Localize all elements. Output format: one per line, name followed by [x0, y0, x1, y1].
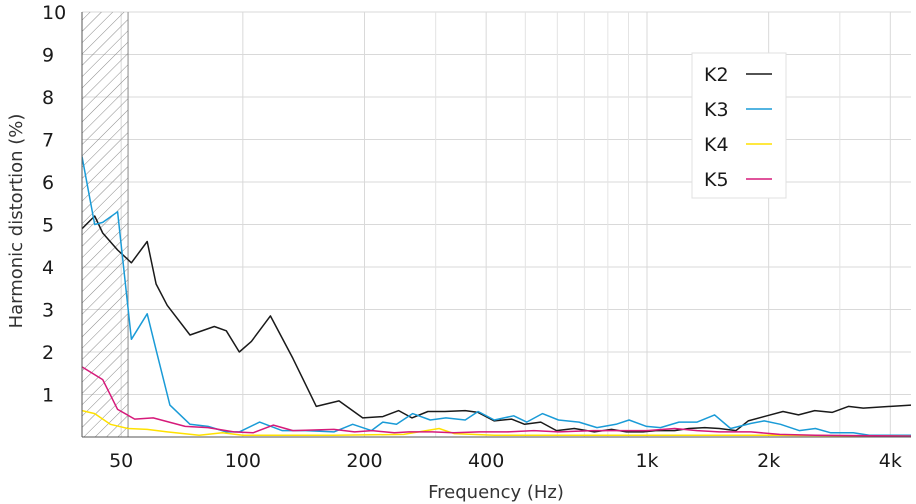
y-axis-title: Harmonic distortion (%) — [6, 114, 27, 329]
y-tick-label: 10 — [42, 2, 66, 24]
y-tick-label: 2 — [42, 342, 54, 364]
grid — [82, 11, 911, 437]
series-k2-line — [82, 215, 911, 433]
legend-label-k5: K5 — [704, 169, 729, 191]
x-tick-label: 2k — [757, 450, 780, 472]
series-k4-line — [82, 409, 911, 437]
x-tick-label: 50 — [109, 450, 133, 472]
legend-box — [691, 52, 787, 199]
tick-labels: 1 2 3 4 5 6 7 8 9 10 50 100 200 400 1k 2k 4k — [42, 2, 902, 472]
series-k5-line — [82, 366, 911, 437]
legend-label-k2: K2 — [704, 64, 729, 86]
y-tick-label: 3 — [42, 300, 54, 322]
legend: K2 K3 K4 K5 — [691, 52, 787, 199]
y-tick-label: 9 — [42, 45, 54, 67]
legend-label-k4: K4 — [704, 134, 729, 156]
x-tick-label: 100 — [225, 450, 261, 472]
x-tick-label: 400 — [468, 450, 504, 472]
y-tick-label: 7 — [42, 130, 54, 152]
x-tick-label: 4k — [879, 450, 902, 472]
y-tick-label: 8 — [42, 87, 54, 109]
series-group — [82, 156, 911, 437]
x-tick-label: 200 — [346, 450, 382, 472]
y-tick-label: 5 — [42, 215, 54, 237]
y-tick-label: 6 — [42, 172, 54, 194]
series-k3-line — [82, 156, 911, 437]
y-tick-label: 1 — [42, 385, 54, 407]
hatched-region — [82, 12, 129, 437]
axes — [81, 12, 911, 438]
y-tick-label: 4 — [42, 257, 54, 279]
excluded-region — [82, 12, 129, 437]
x-axis-title: Frequency (Hz) — [428, 482, 564, 503]
x-tick-label: 1k — [635, 450, 658, 472]
legend-label-k3: K3 — [704, 99, 729, 121]
